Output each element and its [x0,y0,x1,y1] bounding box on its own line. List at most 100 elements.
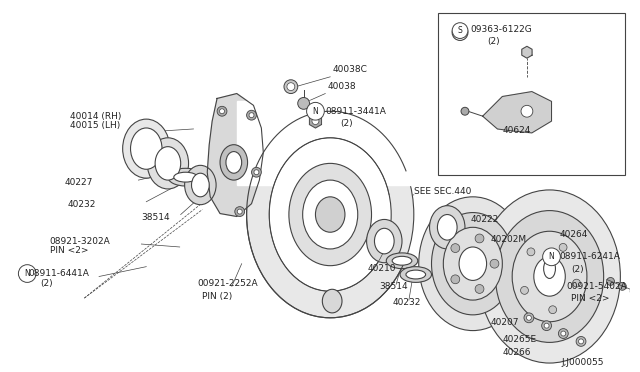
Ellipse shape [437,215,457,240]
Ellipse shape [289,163,371,266]
Ellipse shape [392,256,412,265]
Circle shape [524,313,534,323]
Text: 40265E: 40265E [502,335,536,344]
Text: N: N [548,252,554,261]
Ellipse shape [168,168,204,186]
Text: 40624: 40624 [502,126,531,135]
Circle shape [522,47,532,57]
Ellipse shape [400,267,431,282]
Ellipse shape [495,211,604,342]
Circle shape [452,23,468,38]
Circle shape [559,243,567,251]
Text: PIN <2>: PIN <2> [571,294,610,303]
Polygon shape [237,102,424,185]
Text: 38514: 38514 [141,213,170,222]
Text: (2): (2) [340,119,353,128]
Circle shape [451,244,460,253]
Ellipse shape [174,172,197,182]
Text: 00921-5402A: 00921-5402A [566,282,627,291]
Ellipse shape [303,180,358,249]
Ellipse shape [512,231,587,322]
Text: 40207: 40207 [490,318,519,327]
Ellipse shape [269,138,391,291]
Circle shape [249,113,254,118]
Ellipse shape [191,173,209,197]
Ellipse shape [155,147,180,180]
Circle shape [544,323,549,328]
Circle shape [520,286,529,294]
Circle shape [543,248,561,266]
Circle shape [452,25,468,41]
Circle shape [235,207,244,217]
Ellipse shape [123,119,170,178]
Ellipse shape [444,227,502,300]
Circle shape [254,170,259,175]
Circle shape [618,282,627,290]
Text: 40264: 40264 [559,230,588,239]
Polygon shape [522,46,532,58]
Text: 40202M: 40202M [490,235,527,244]
Ellipse shape [479,190,620,363]
Ellipse shape [131,128,162,169]
Circle shape [490,259,499,268]
Circle shape [246,110,257,120]
Ellipse shape [367,219,402,263]
Text: 40232: 40232 [68,200,96,209]
Circle shape [475,234,484,243]
Bar [438,13,625,175]
Text: 40038: 40038 [327,82,356,91]
Circle shape [220,109,225,114]
Circle shape [548,306,557,314]
Ellipse shape [246,111,414,318]
Text: 40222: 40222 [471,215,499,224]
Text: 40015 (LH): 40015 (LH) [70,122,120,131]
Text: (2): (2) [571,265,584,274]
Text: (2): (2) [488,37,500,46]
Polygon shape [483,92,552,133]
Text: 40038C: 40038C [332,65,367,74]
Circle shape [527,315,531,320]
Text: 38514: 38514 [380,282,408,291]
Circle shape [559,328,568,339]
Ellipse shape [184,165,216,205]
Text: 40266: 40266 [502,348,531,357]
Text: 40014 (RH): 40014 (RH) [70,112,121,121]
Text: (2): (2) [40,279,52,288]
Polygon shape [207,93,263,217]
Ellipse shape [534,257,565,296]
Ellipse shape [147,138,189,189]
Polygon shape [310,114,321,128]
Circle shape [237,209,242,214]
Ellipse shape [419,197,527,331]
Circle shape [579,339,584,344]
Text: 08911-3441A: 08911-3441A [325,107,386,116]
Text: 40227: 40227 [65,177,93,187]
Circle shape [298,97,310,109]
Circle shape [541,321,552,331]
Circle shape [475,285,484,294]
Circle shape [607,278,614,285]
Circle shape [527,248,535,256]
Circle shape [252,167,261,177]
Circle shape [312,118,319,125]
Text: J,J000055: J,J000055 [561,357,604,366]
Ellipse shape [323,289,342,313]
Ellipse shape [220,145,248,180]
Circle shape [461,107,469,115]
Circle shape [287,83,295,91]
Ellipse shape [387,253,418,269]
Circle shape [307,102,324,120]
Circle shape [561,331,566,336]
Ellipse shape [374,228,394,254]
Text: 00921-2252A: 00921-2252A [197,279,258,288]
Text: S: S [458,28,463,37]
Ellipse shape [316,197,345,232]
Ellipse shape [406,270,426,279]
Text: 40232: 40232 [392,298,420,307]
Text: PIN (2): PIN (2) [202,292,232,301]
Ellipse shape [459,247,486,280]
Ellipse shape [543,259,556,279]
Text: SEE SEC.440: SEE SEC.440 [414,187,471,196]
Text: 08911-6241A: 08911-6241A [559,252,620,261]
Circle shape [573,279,580,287]
